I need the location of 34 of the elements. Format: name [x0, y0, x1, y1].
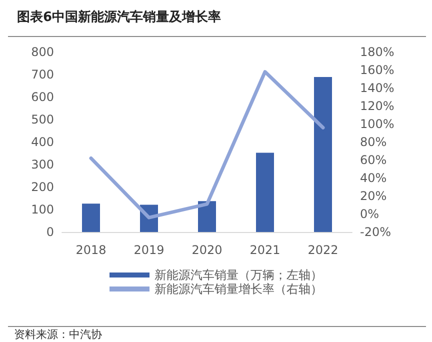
y2-tick-label: 0%	[360, 207, 380, 221]
bar	[198, 201, 216, 232]
y2-tick-label: 20%	[360, 189, 387, 203]
legend-label: 新能源汽车销量增长率（右轴）	[154, 282, 322, 296]
y2-tick-label: 180%	[360, 45, 394, 59]
y2-tick-label: 120%	[360, 99, 394, 113]
line-series	[89, 70, 325, 220]
y-tick-label: 400	[31, 135, 54, 149]
y2-tick-label: 40%	[360, 171, 387, 185]
y-tick-label: 100	[31, 202, 54, 216]
text: 资料来源：中汽协	[14, 328, 102, 341]
x-tick-label: 2020	[192, 243, 222, 257]
bar	[82, 204, 100, 232]
x-tick-label: 2021	[250, 243, 280, 257]
legend-label: 新能源汽车销量（万辆；左轴）	[154, 268, 322, 282]
y-tick-label: 500	[31, 112, 54, 126]
x-tick-label: 2018	[76, 243, 106, 257]
y2-tick-label: 100%	[360, 117, 394, 131]
y-tick-label: 200	[31, 180, 54, 194]
bar	[314, 76, 332, 232]
y-tick-label: 0	[46, 225, 54, 239]
y-tick-label: 800	[31, 45, 54, 59]
y2-tick-label: 160%	[360, 63, 394, 77]
x-tick-label: 2019	[134, 243, 164, 257]
y2-tick-label: 60%	[360, 153, 387, 167]
y-tick-label: 700	[31, 68, 54, 82]
chart-title: 图表6中国新能源汽车销量及增长率	[17, 9, 222, 25]
y-tick-label: 600	[31, 90, 54, 104]
y2-tick-label: -20%	[360, 225, 392, 239]
x-tick-label: 2022	[308, 243, 338, 257]
bar	[256, 152, 274, 232]
y2-tick-label: 140%	[360, 81, 394, 95]
y2-tick-label: 80%	[360, 135, 387, 149]
y-tick-label: 300	[31, 158, 54, 172]
